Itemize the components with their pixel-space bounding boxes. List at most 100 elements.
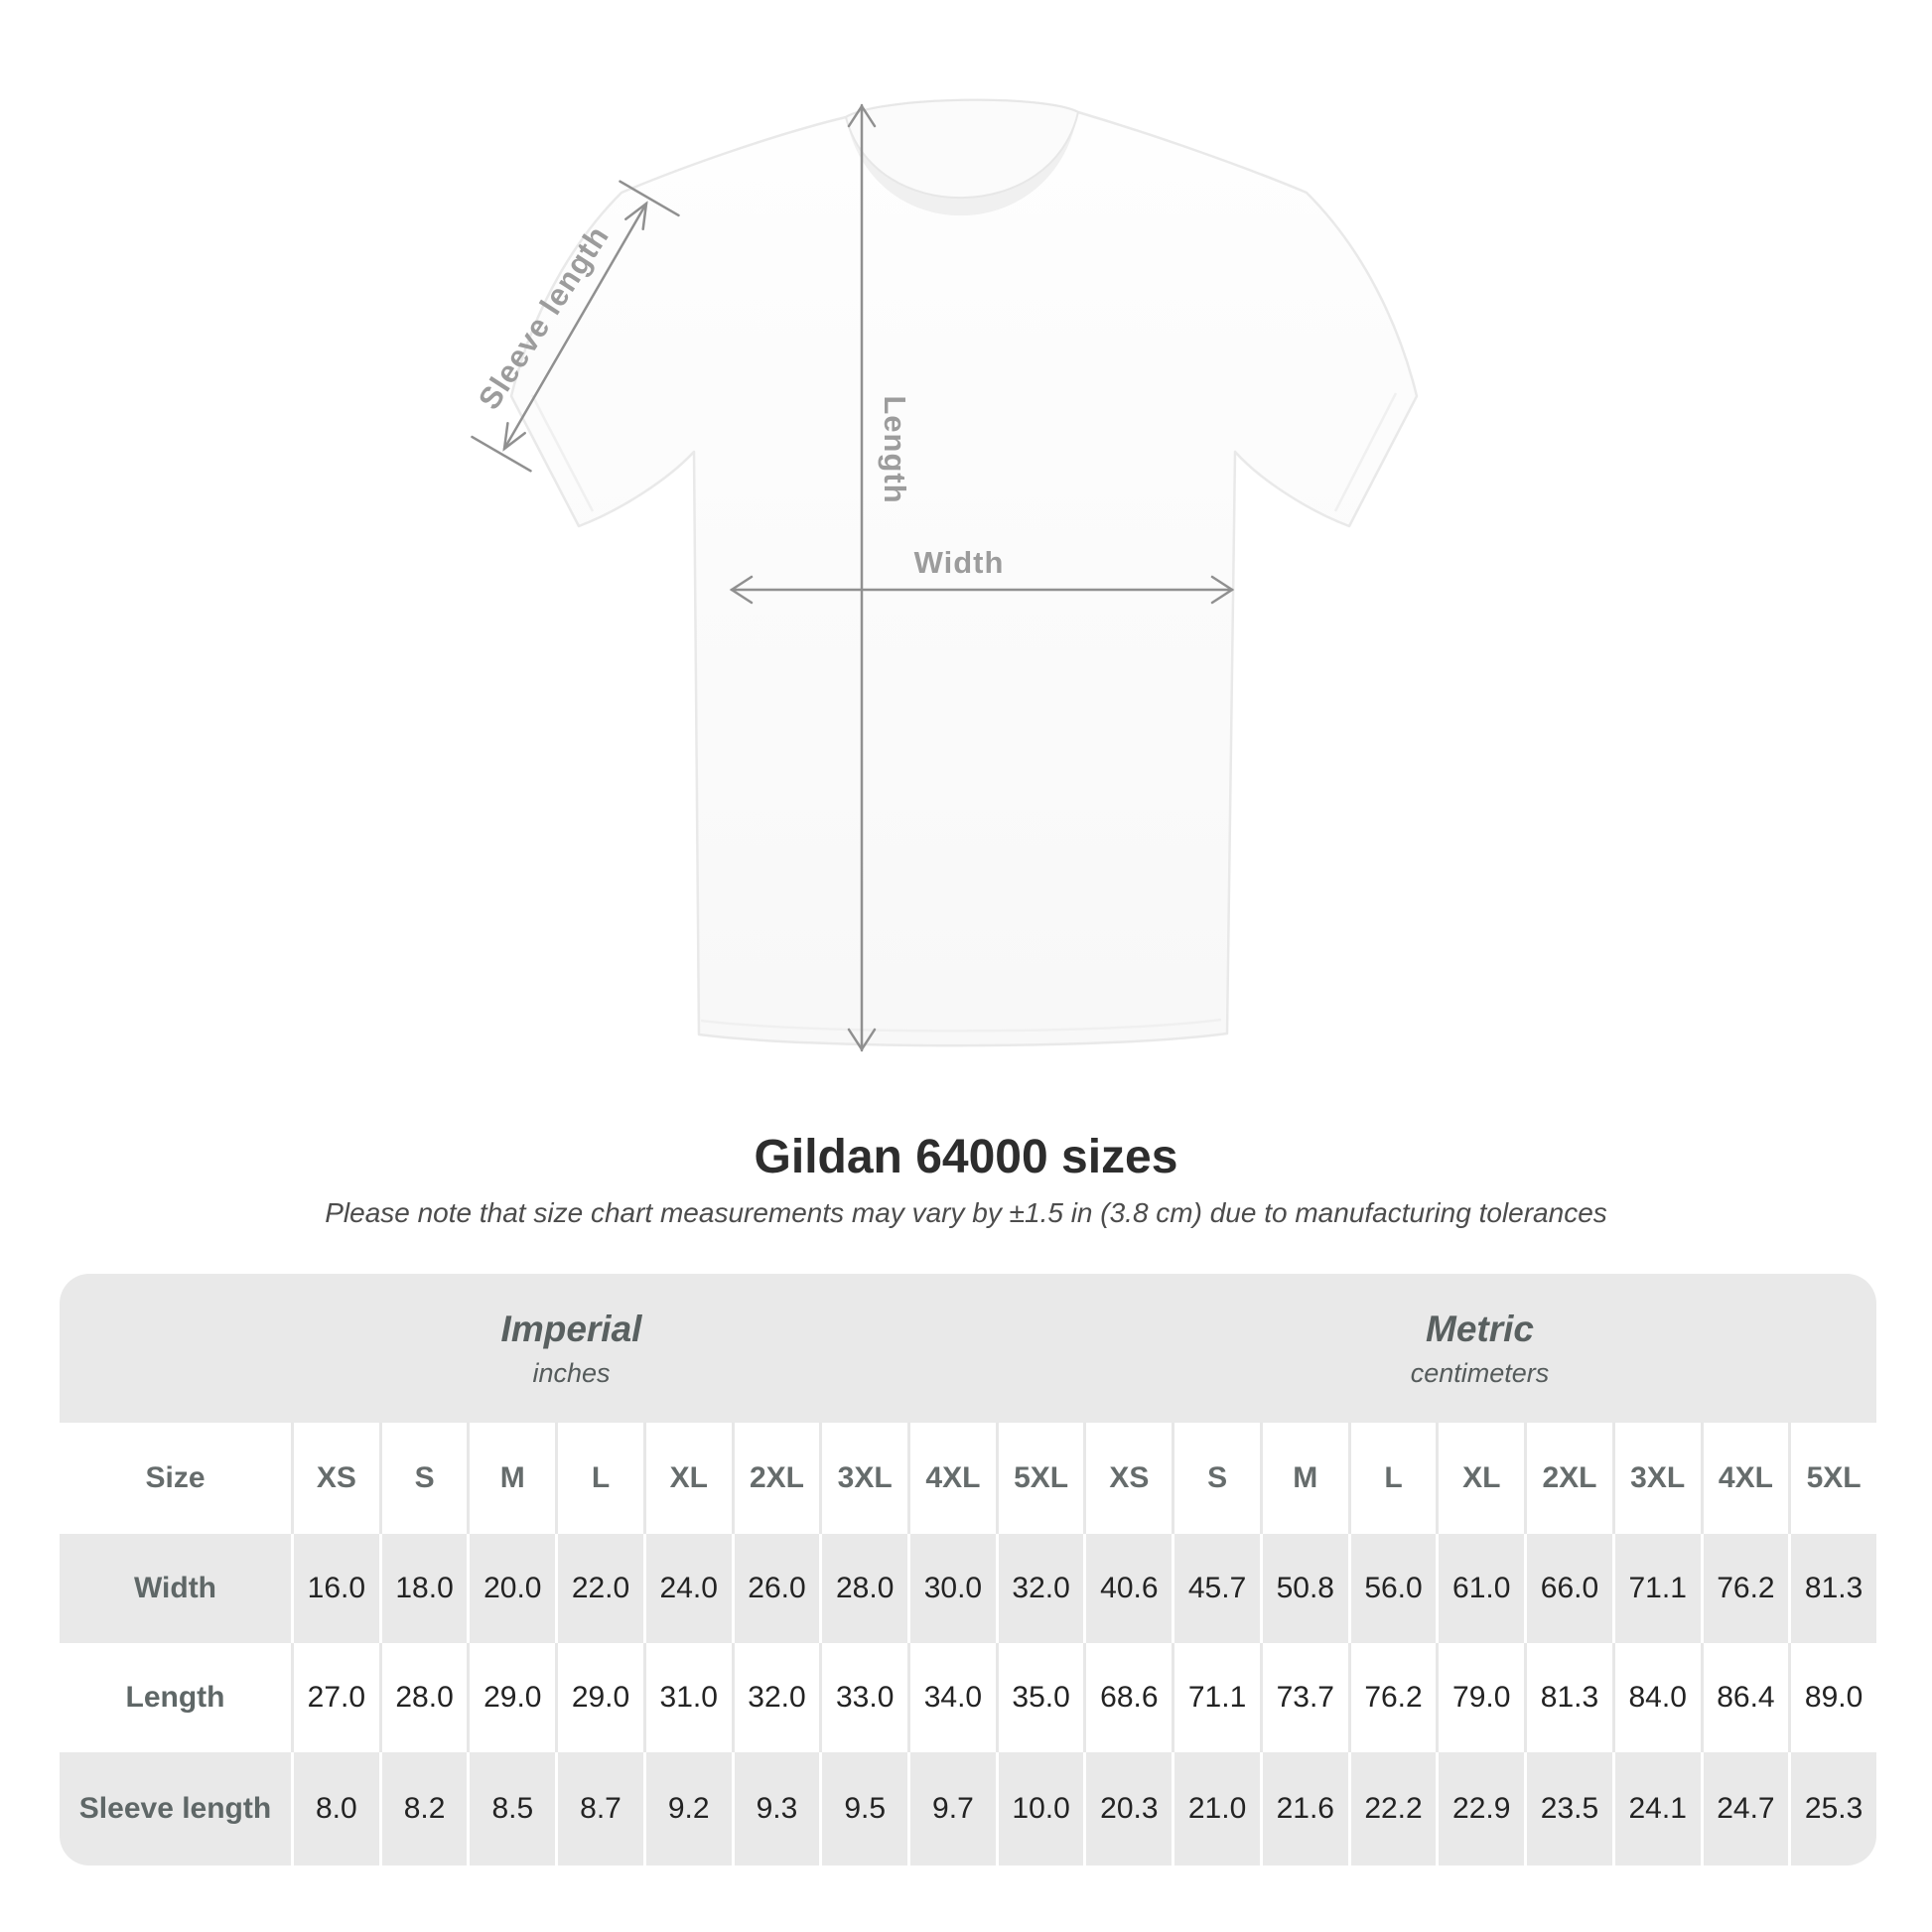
- length-label: Length: [878, 395, 912, 504]
- measurement-cell: 28.0: [822, 1534, 908, 1643]
- measurement-cell: 50.8: [1262, 1534, 1348, 1643]
- size-column-header: 2XL: [734, 1423, 820, 1534]
- unit-header-band: Imperial inches Metric centimeters: [60, 1274, 1876, 1423]
- measurement-cell: 9.3: [734, 1752, 820, 1865]
- sleeve-arrowhead-top: [624, 201, 648, 231]
- size-column-header: 2XL: [1527, 1423, 1612, 1534]
- row-label-length: Length: [60, 1643, 291, 1752]
- measurement-cell: 24.1: [1614, 1752, 1701, 1865]
- size-column-header: M: [470, 1423, 556, 1534]
- width-label: Width: [913, 545, 1005, 580]
- metric-label: Metric: [1426, 1308, 1534, 1349]
- measurement-cell: 84.0: [1614, 1643, 1701, 1752]
- width-row: Width 16.0 18.0 20.0 22.0 24.0 26.0 28.0 30.0 32…: [60, 1534, 1876, 1643]
- size-header-row: Size XS S M L XL 2XL 3XL 4XL 5XL XS S M L XL 2XL 3XL 4XL…: [60, 1423, 1876, 1534]
- size-column-header: XL: [1439, 1423, 1525, 1534]
- measurement-cell: 28.0: [381, 1643, 468, 1752]
- page-title: Gildan 64000 sizes: [754, 1131, 1178, 1183]
- sleeve-length-row: Sleeve length 8.0 8.2 8.5 8.7 9.2 9.3 9.5 9.7 10…: [60, 1752, 1876, 1865]
- measurement-cell: 20.0: [470, 1534, 556, 1643]
- sleeve-cap-bottom: [471, 435, 532, 473]
- width-arrowhead-left: [729, 575, 754, 605]
- size-column-header: L: [1350, 1423, 1437, 1534]
- size-column-header: S: [381, 1423, 468, 1534]
- measurement-cell: 8.5: [470, 1752, 556, 1865]
- measurement-cell: 22.2: [1350, 1752, 1437, 1865]
- measurement-cell: 18.0: [381, 1534, 468, 1643]
- imperial-header: Imperial inches: [60, 1274, 1083, 1423]
- measurement-cell: 81.3: [1527, 1643, 1612, 1752]
- row-label-width: Width: [60, 1534, 291, 1643]
- measurement-cell: 24.7: [1703, 1752, 1789, 1865]
- measurement-cell: 73.7: [1262, 1643, 1348, 1752]
- size-column-header: XS: [294, 1423, 379, 1534]
- measurement-cell: 86.4: [1703, 1643, 1789, 1752]
- measurement-cell: 35.0: [998, 1643, 1084, 1752]
- measurement-cell: 76.2: [1350, 1643, 1437, 1752]
- measurement-cell: 21.0: [1174, 1752, 1260, 1865]
- measurement-cell: 40.6: [1086, 1534, 1173, 1643]
- size-column-header: 3XL: [1614, 1423, 1701, 1534]
- collar-band: [844, 98, 1080, 200]
- tshirt-silhouette: [509, 98, 1419, 1047]
- measurement-cell: 68.6: [1086, 1643, 1173, 1752]
- measurement-cell: 24.0: [645, 1534, 732, 1643]
- measurement-cell: 9.2: [645, 1752, 732, 1865]
- measurement-cell: 27.0: [294, 1643, 379, 1752]
- measurement-cell: 25.3: [1791, 1752, 1876, 1865]
- dimension-lines: [471, 103, 1235, 1052]
- measurement-cell: 31.0: [645, 1643, 732, 1752]
- imperial-label: Imperial: [500, 1308, 642, 1349]
- size-column-header: L: [558, 1423, 643, 1534]
- measurement-cell: 79.0: [1439, 1643, 1525, 1752]
- size-chart-table: Imperial inches Metric centimeters Size …: [60, 1274, 1876, 1865]
- metric-unit-label: centimeters: [1410, 1357, 1550, 1388]
- row-label-sleeve-length: Sleeve length: [60, 1752, 291, 1865]
- size-header-label: Size: [60, 1423, 291, 1534]
- measurement-cell: 8.7: [558, 1752, 643, 1865]
- measurement-cell: 8.0: [294, 1752, 379, 1865]
- size-column-header: 5XL: [1791, 1423, 1876, 1534]
- measurement-cell: 26.0: [734, 1534, 820, 1643]
- width-arrowhead-right: [1210, 575, 1235, 605]
- size-column-header: XL: [645, 1423, 732, 1534]
- measurement-cell: 66.0: [1527, 1534, 1612, 1643]
- imperial-unit-label: inches: [532, 1357, 611, 1388]
- size-column-header: 4XL: [1703, 1423, 1789, 1534]
- measurement-cell: 29.0: [470, 1643, 556, 1752]
- measurement-cell: 89.0: [1791, 1643, 1876, 1752]
- measurement-cell: 20.3: [1086, 1752, 1173, 1865]
- measurement-cell: 56.0: [1350, 1534, 1437, 1643]
- measurement-cell: 21.6: [1262, 1752, 1348, 1865]
- measurement-cell: 22.9: [1439, 1752, 1525, 1865]
- sleeve-arrowhead-bottom: [502, 421, 526, 452]
- size-column-header: 5XL: [998, 1423, 1084, 1534]
- measurement-cell: 29.0: [558, 1643, 643, 1752]
- measurement-cell: 81.3: [1791, 1534, 1876, 1643]
- measurement-cell: 61.0: [1439, 1534, 1525, 1643]
- measurement-cell: 9.7: [910, 1752, 996, 1865]
- measurement-cell: 45.7: [1174, 1534, 1260, 1643]
- measurement-cell: 23.5: [1527, 1752, 1612, 1865]
- size-column-header: 4XL: [910, 1423, 996, 1534]
- measurement-cell: 34.0: [910, 1643, 996, 1752]
- measurement-cell: 76.2: [1703, 1534, 1789, 1643]
- tshirt-image: [471, 98, 1419, 1052]
- measurement-cell: 22.0: [558, 1534, 643, 1643]
- measurement-cell: 32.0: [734, 1643, 820, 1752]
- measurement-cell: 9.5: [822, 1752, 908, 1865]
- sleeve-dimension-line: [502, 202, 648, 451]
- length-arrowhead-bottom: [847, 1028, 877, 1052]
- measurement-cell: 16.0: [294, 1534, 379, 1643]
- measurement-cell: 33.0: [822, 1643, 908, 1752]
- measurement-cell: 10.0: [998, 1752, 1084, 1865]
- metric-header: Metric centimeters: [1083, 1274, 1876, 1423]
- size-column-header: M: [1262, 1423, 1348, 1534]
- tolerance-note: Please note that size chart measurements…: [325, 1197, 1607, 1228]
- size-column-header: XS: [1086, 1423, 1173, 1534]
- measurement-cell: 8.2: [381, 1752, 468, 1865]
- measurement-cell: 32.0: [998, 1534, 1084, 1643]
- length-arrowhead-top: [847, 103, 877, 128]
- length-row: Length 27.0 28.0 29.0 29.0 31.0 32.0 33.0 34.0 3…: [60, 1643, 1876, 1752]
